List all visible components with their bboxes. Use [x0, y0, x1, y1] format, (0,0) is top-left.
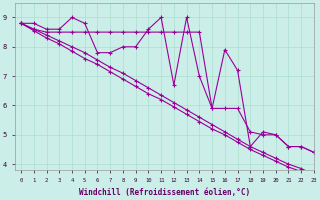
X-axis label: Windchill (Refroidissement éolien,°C): Windchill (Refroidissement éolien,°C)	[79, 188, 250, 197]
